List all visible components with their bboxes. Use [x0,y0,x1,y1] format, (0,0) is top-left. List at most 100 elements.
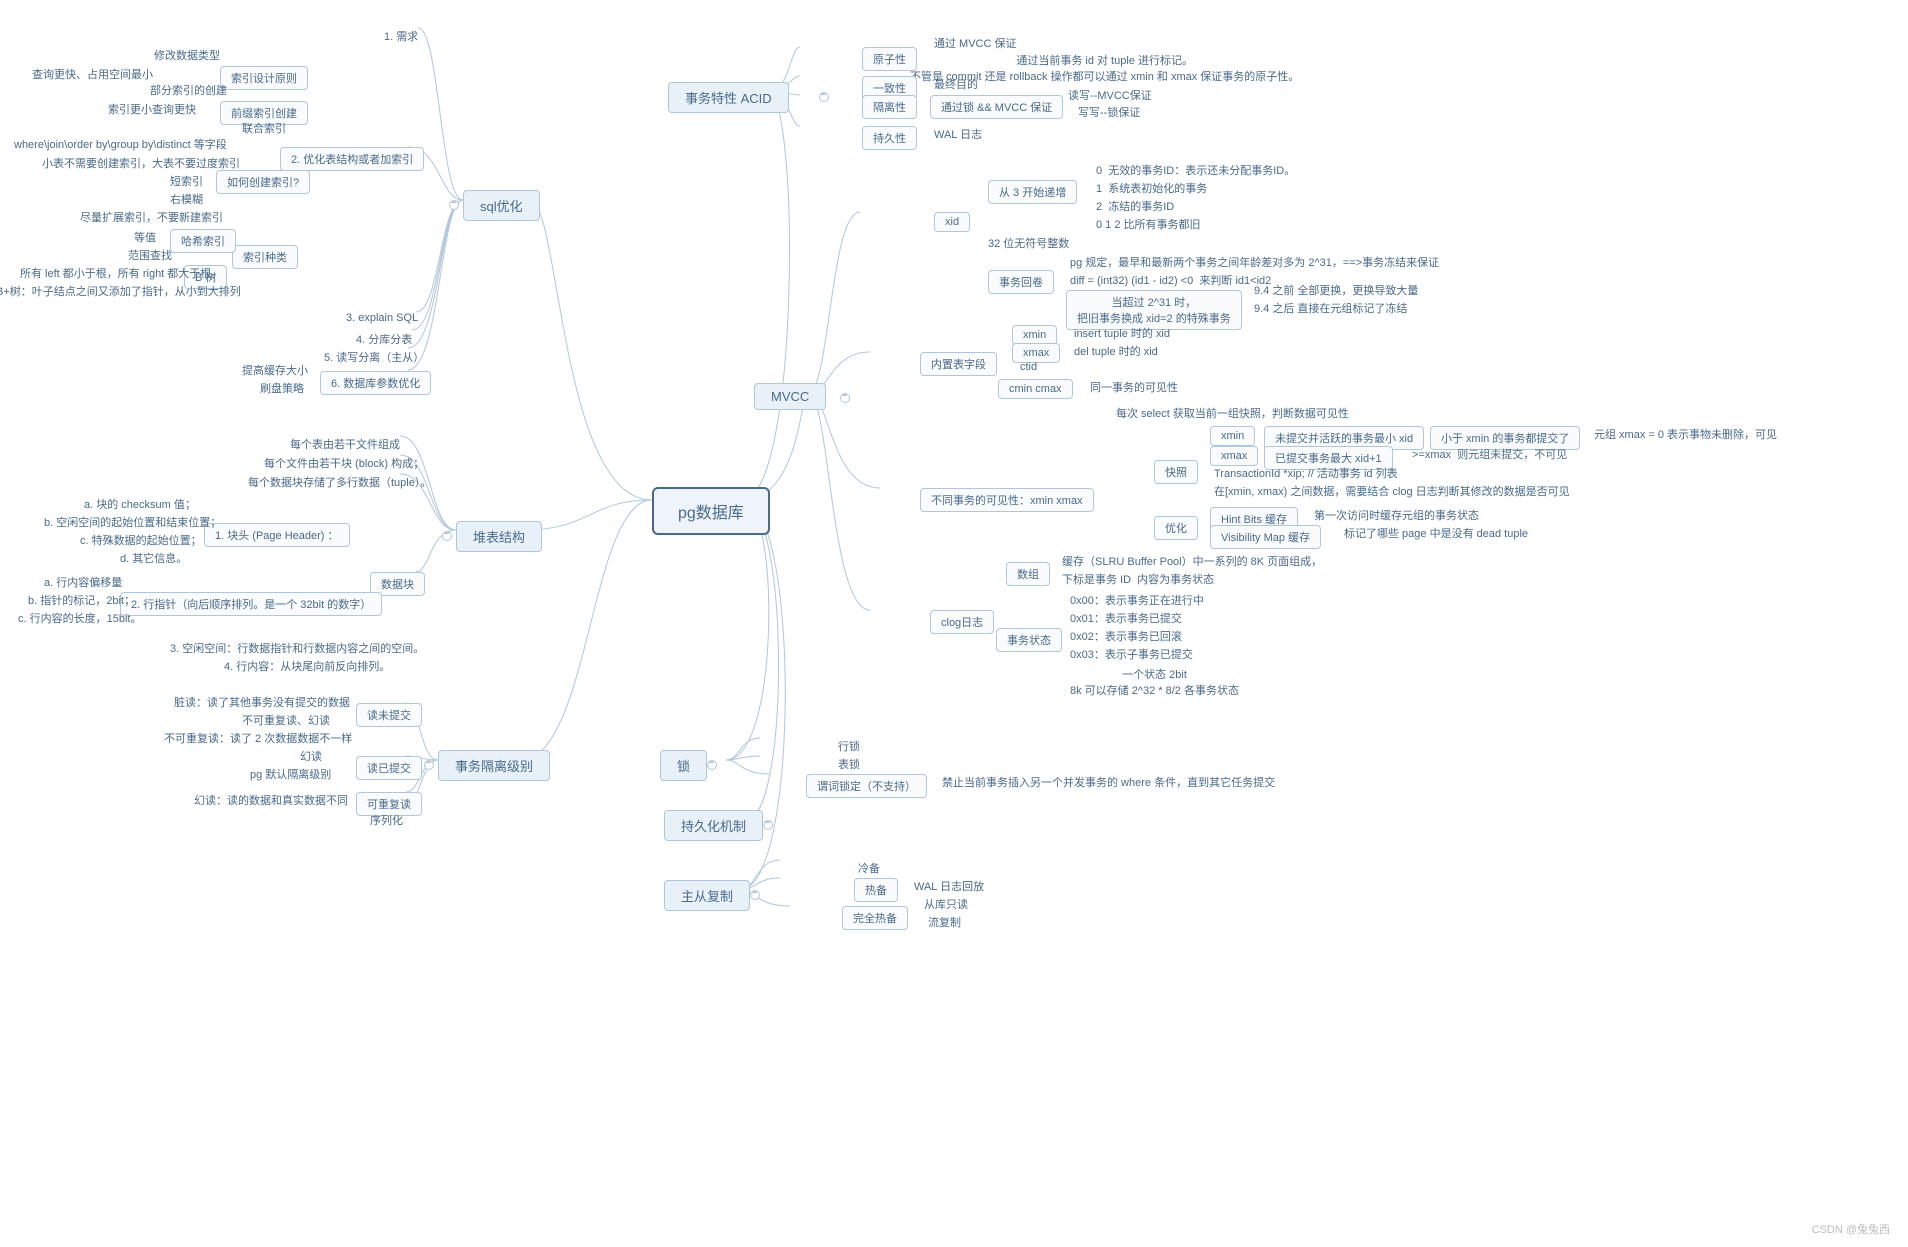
node-opt-27: 提高缓存大小 [238,362,312,378]
node-xid-66[interactable]: 从 3 开始递增 [988,180,1077,204]
node-wr2-76: 9.4 之前 全部更换，更换导致大量 [1250,282,1422,298]
node-bf-79[interactable]: xmin [1012,325,1057,345]
node-op2-102: 标记了哪些 page 中是没有 dead tuple [1340,525,1532,541]
node-xid-72[interactable]: 事务回卷 [988,270,1054,294]
node-is2-62: 写写--锁保证 [1074,104,1144,120]
node-vis-88[interactable]: 快照 [1154,460,1198,484]
node-bf2-82: del tuple 时的 xid [1070,343,1162,359]
branch-heap[interactable]: 堆表结构 [456,521,542,552]
expand-dot-iso[interactable] [424,760,434,770]
node-mvcc-65[interactable]: xid [934,212,970,232]
branch-repl[interactable]: 主从复制 [664,880,750,911]
node-blk-33[interactable]: 1. 块头 (Page Header) ： [204,523,350,547]
node-bt-22: B+树：叶子结点之间又添加了指针，从小到大排列 [0,283,245,299]
node-iso-53: 序列化 [366,812,407,828]
node-xid-71: 32 位无符号整数 [984,235,1073,251]
node-hc-14: 右模糊 [166,191,207,207]
node-is-60[interactable]: 通过锁 && MVCC 保证 [930,95,1063,119]
node-blk-38[interactable]: 2. 行指针（向后顺序排列。是一个 32bit 的数字） [120,592,382,616]
node-rr-52: 幻读：读的数据和真实数据不同 [190,792,352,808]
root-node[interactable]: pg数据库 [652,487,770,535]
node-fh-121: 从库只读 [920,896,972,912]
node-rp-40: b. 指针的标记，2bit； [24,592,139,608]
node-sql2-10[interactable]: 如何创建索引? [216,170,310,194]
node-wr-74: diff = (int32) (id1 - id2) <0 来判断 id1<id… [1066,272,1275,288]
node-sql-1[interactable]: 2. 优化表结构或者加索引 [280,147,424,171]
node-op1-100: 第一次访问时缓存元组的事务状态 [1310,507,1483,523]
branch-lock[interactable]: 锁 [660,750,707,781]
node-pr-116: 禁止当前事务插入另一个并发事务的 where 条件，直到其它任务提交 [938,774,1279,790]
node-fh-122: 流复制 [924,914,965,930]
node-iso-44[interactable]: 读未提交 [356,703,422,727]
node-ph-34: a. 块的 checksum 值； [80,496,200,512]
node-repl-120[interactable]: 完全热备 [842,906,908,930]
expand-dot-heap[interactable] [442,531,452,541]
node-acid-63[interactable]: 持久性 [862,126,917,150]
node-sql-0: 1. 需求 [380,28,422,44]
expand-dot-mvcc[interactable] [840,393,850,403]
node-xf-68: 1 系统表初始化的事务 [1092,180,1211,196]
branch-mvcc[interactable]: MVCC [754,383,826,410]
node-ph-35: b. 空闲空间的起始位置和结束位置； [40,514,225,530]
node-sn-89[interactable]: xmin [1210,426,1255,446]
node-bf-81[interactable]: xmax [1012,343,1060,363]
node-mvcc-86[interactable]: 不同事务的可见性：xmin xmax [920,488,1094,512]
node-lock-113: 行锁 [834,738,864,754]
node-co-58: 最终目的 [930,76,982,92]
node-du-64: WAL 日志 [930,126,986,142]
expand-dot-persist[interactable] [763,820,773,830]
node-repl-118[interactable]: 热备 [854,878,898,902]
node-sd-3: 修改数据类型 [150,47,224,63]
node-pf-8: 索引更小查询更快 [104,101,200,117]
watermark: CSDN @兔兔西 [1812,1221,1890,1237]
node-sql2-9: 联合索引 [238,120,290,136]
node-iso-47[interactable]: 读已提交 [356,756,422,780]
node-bf-84[interactable]: cmin cmax [998,379,1073,399]
node-blk-43: 4. 行内容：从块尾向前反向排列。 [220,658,394,674]
node-rc-48: 不可重复读：读了 2 次数据数据不一样 [160,730,356,746]
node-ru-45: 脏读：读了其他事务没有提交的数据 [170,694,354,710]
node-vis-87: 每次 select 获取当前一组快照，判断数据可见性 [1112,405,1353,421]
expand-dot-repl[interactable] [750,890,760,900]
node-sql-26[interactable]: 6. 数据库参数优化 [320,371,431,395]
node-acid-59[interactable]: 隔离性 [862,95,917,119]
node-st-111: 0x03：表示子事务已提交 [1066,646,1197,662]
node-mvcc-103[interactable]: clog日志 [930,610,994,634]
node-hc-13: 短索引 [166,173,207,189]
branch-acid[interactable]: 事务特性 ACID [668,82,789,113]
node-lock-115[interactable]: 谓词锁定（不支持） [806,774,927,798]
node-wr2-77: 9.4 之后 直接在元组标记了冻结 [1250,300,1411,316]
node-mvcc-78[interactable]: 内置表字段 [920,352,997,376]
node-wr-73: pg 规定，最早和最新两个事务之间年龄差对多为 2^31，==>事务冻结来保证 [1066,254,1443,270]
node-rc-50: pg 默认隔离级别 [246,766,335,782]
node-wr-75[interactable]: 当超过 2^31 时， 把旧事务换成 xid=2 的特殊事务 [1066,290,1242,330]
node-sk-17[interactable]: 哈希索引 [170,229,236,253]
node-op-101[interactable]: Visibility Map 缓存 [1210,525,1321,549]
node-cl-104[interactable]: 数组 [1006,562,1050,586]
node-sn-96: TransactionId *xip; // 活动事务 id 列表 [1210,465,1402,481]
node-xf-67: 0 无效的事务ID：表示还未分配事务ID。 [1092,162,1299,178]
branch-iso[interactable]: 事务隔离级别 [438,750,550,781]
expand-dot-lock[interactable] [707,760,717,770]
node-cl1-106: 下标是事务 ID 内容为事务状态 [1058,571,1218,587]
node-vis-98[interactable]: 优化 [1154,516,1198,540]
branch-persist[interactable]: 持久化机制 [664,810,763,841]
node-hb-119: WAL 日志回放 [910,878,988,894]
node-hs-18: 等值 [130,229,160,245]
expand-dot-sql[interactable] [449,200,459,210]
node-sql2-2[interactable]: 索引设计原则 [220,66,308,90]
node-heap-31: 每个数据块存储了多行数据（tuple）。 [244,474,435,490]
node-rc-49: 幻读 [296,748,326,764]
node-st-109: 0x01：表示事务已提交 [1066,610,1186,626]
node-rp-39: a. 行内容偏移量 [40,574,126,590]
branch-sql[interactable]: sql优化 [463,190,540,221]
node-cl1-105: 缓存（SLRU Buffer Pool）中一系列的 8K 页面组成， [1058,553,1326,569]
node-blk-42: 3. 空闲空间：行数据指针和行数据内容之间的空间。 [166,640,428,656]
node-cl-107[interactable]: 事务状态 [996,628,1062,652]
node-sn-93[interactable]: xmax [1210,446,1258,466]
node-bt-21: 所有 left 都小于根，所有 right 都大于根。 [16,265,226,281]
node-st-112: 一个状态 2bit 8k 可以存储 2^32 * 8/2 各事务状态 [1066,666,1243,698]
node-sql2-16[interactable]: 索引种类 [232,245,298,269]
expand-dot-acid[interactable] [819,92,829,102]
node-sql-25: 5. 读写分离（主从） [320,349,428,365]
